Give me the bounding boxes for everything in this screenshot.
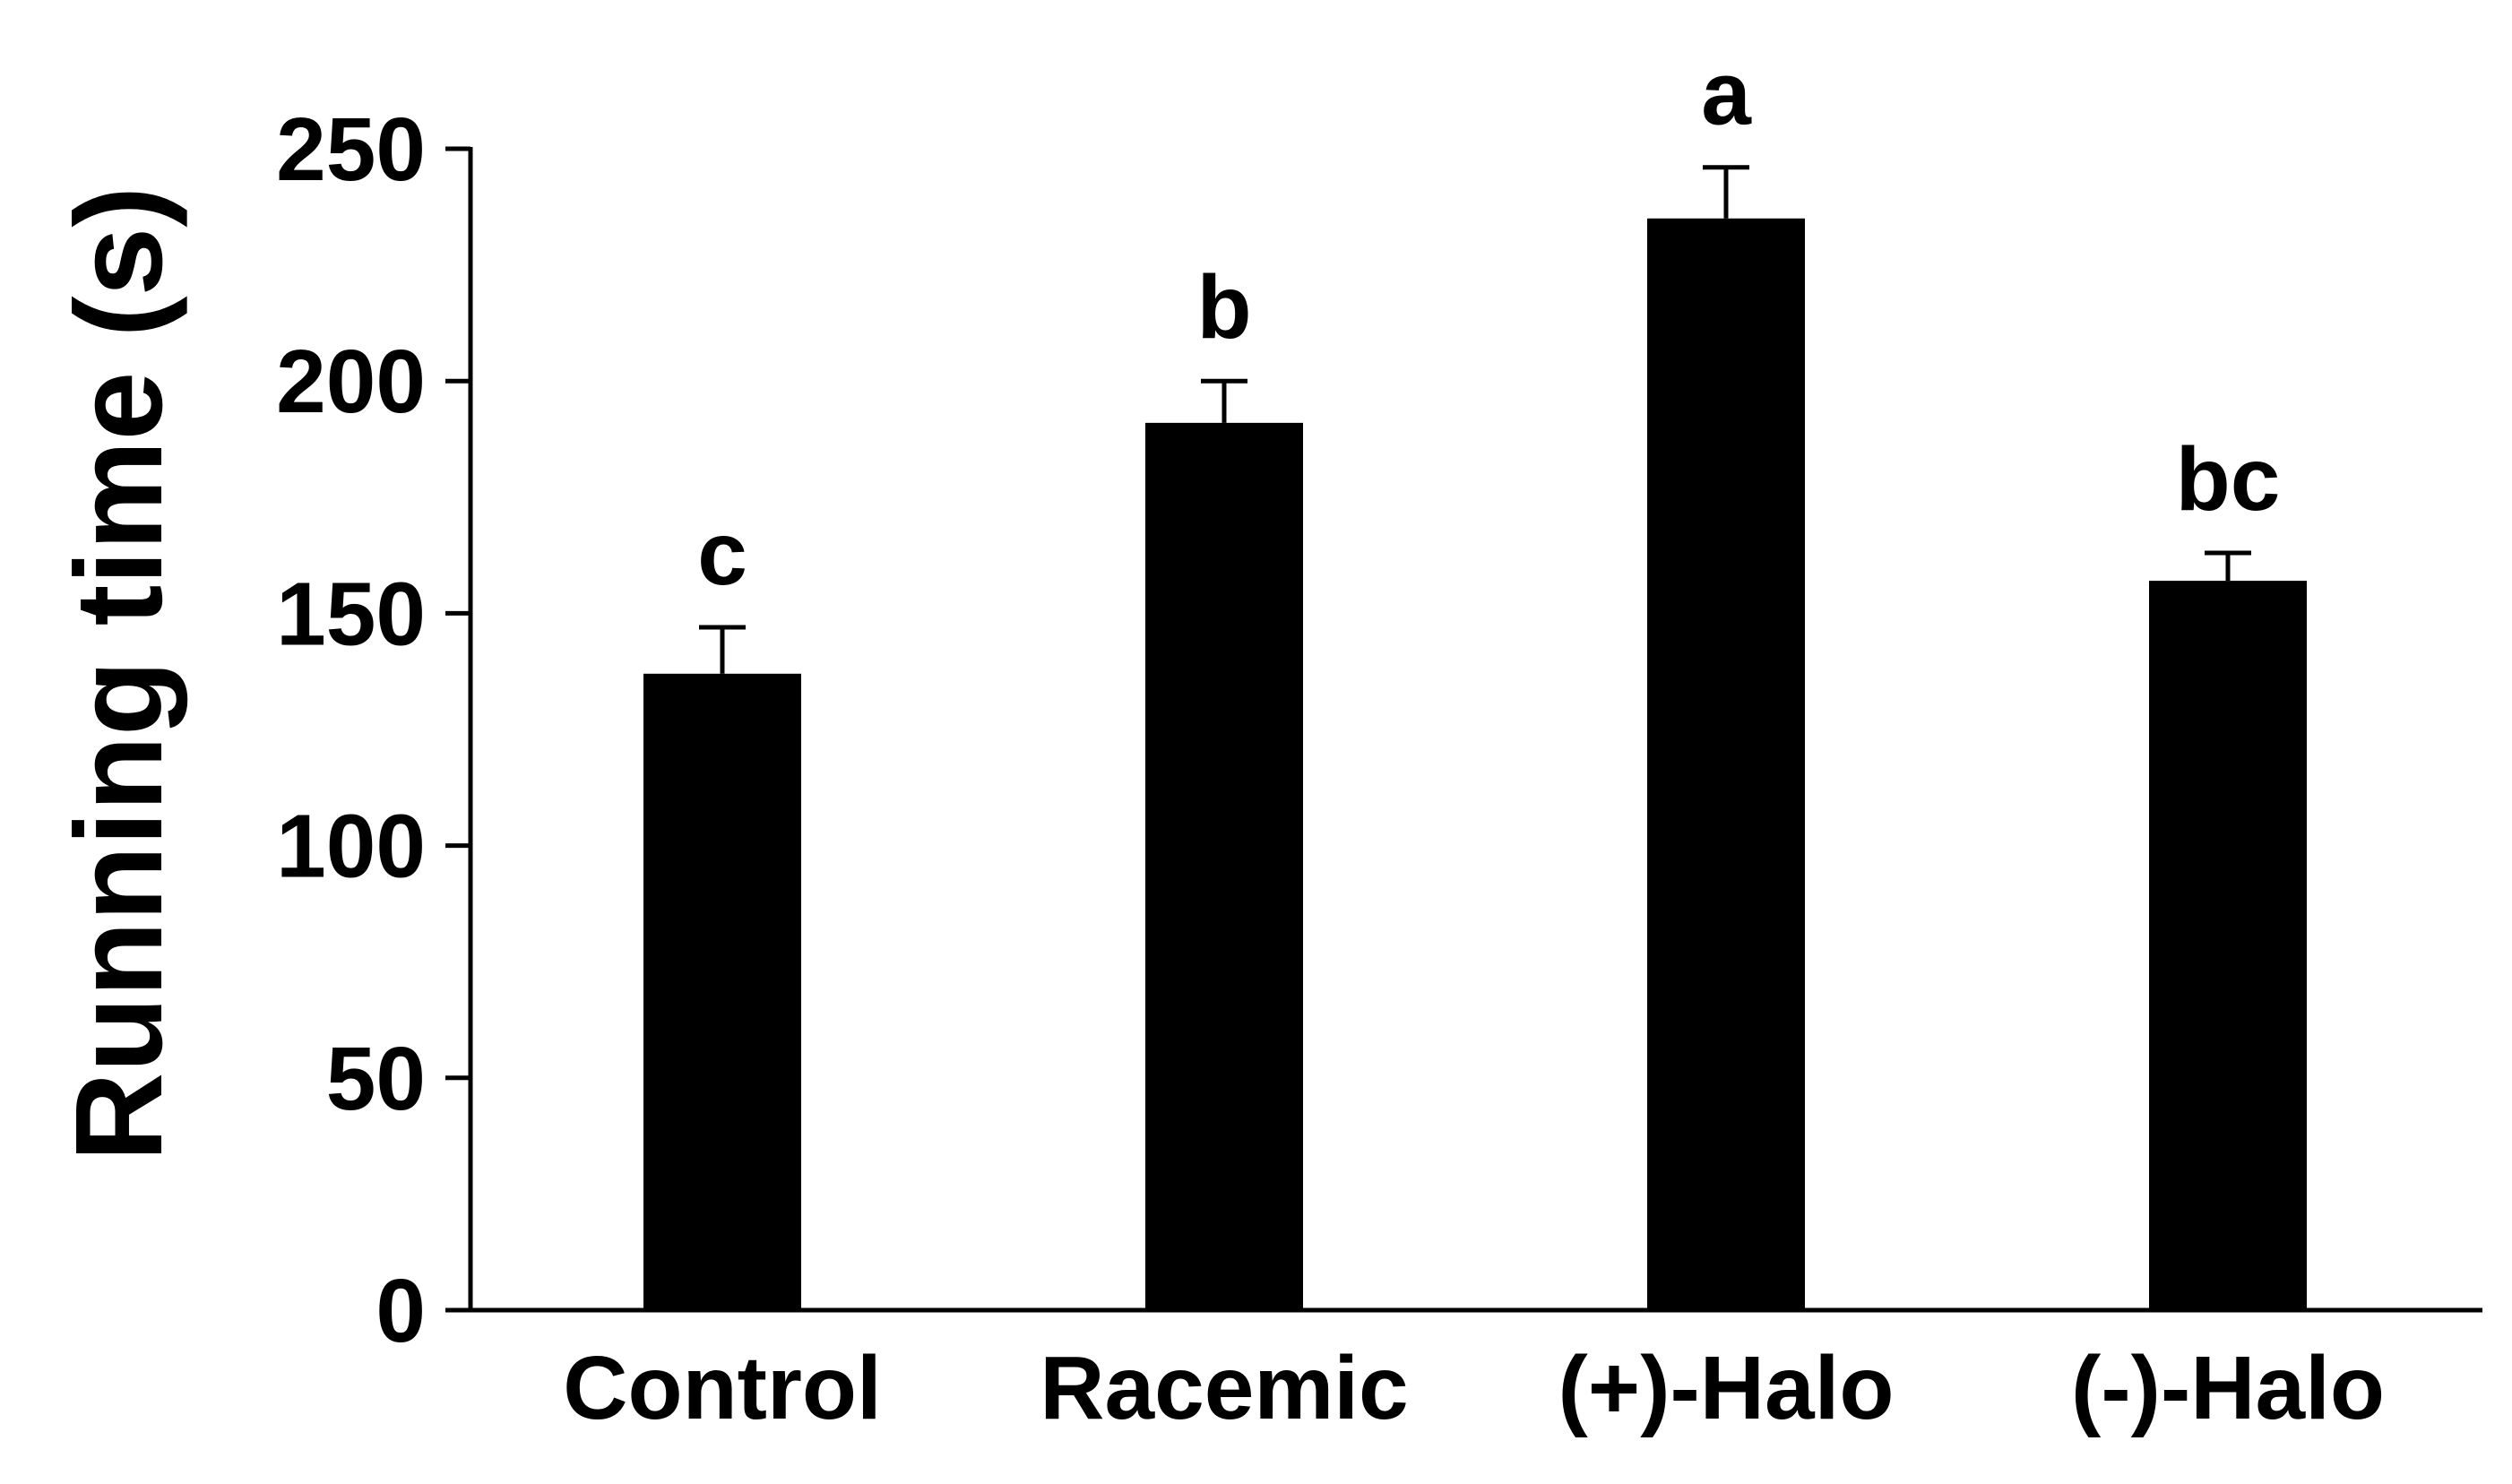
bar bbox=[643, 673, 801, 1310]
y-tick-label: 150 bbox=[276, 564, 426, 664]
significance-label: a bbox=[1701, 44, 1752, 144]
y-ticks-group: 0 50 100 150 200 250 bbox=[276, 99, 470, 1361]
bar bbox=[1145, 422, 1303, 1311]
bars-group bbox=[643, 218, 2307, 1311]
x-category-label: (-)-Halo bbox=[2071, 1338, 2385, 1438]
bar bbox=[1647, 218, 1805, 1310]
significance-label: c bbox=[697, 504, 747, 604]
axes-group bbox=[445, 147, 2482, 1313]
x-category-label: Control bbox=[563, 1338, 881, 1438]
y-tick-label: 50 bbox=[326, 1029, 426, 1129]
y-tick-label: 250 bbox=[276, 99, 426, 200]
significance-label: bc bbox=[2176, 429, 2281, 530]
y-tick-label: 100 bbox=[276, 797, 426, 897]
significance-labels-group: c b a bc bbox=[697, 44, 2280, 604]
x-category-label: (+)-Halo bbox=[1558, 1338, 1895, 1438]
y-axis-title: Running time (s) bbox=[50, 186, 188, 1162]
y-tick-label: 200 bbox=[276, 332, 426, 432]
bar bbox=[2149, 581, 2307, 1310]
y-tick-label: 0 bbox=[376, 1261, 426, 1361]
error-bars-group bbox=[699, 165, 2251, 674]
x-category-label: Racemic bbox=[1040, 1338, 1408, 1438]
y-axis-title-group: Running time (s) bbox=[50, 186, 188, 1162]
x-tick-labels-group: Control Racemic (+)-Halo (-)-Halo bbox=[563, 1338, 2385, 1438]
significance-label: b bbox=[1196, 257, 1251, 358]
